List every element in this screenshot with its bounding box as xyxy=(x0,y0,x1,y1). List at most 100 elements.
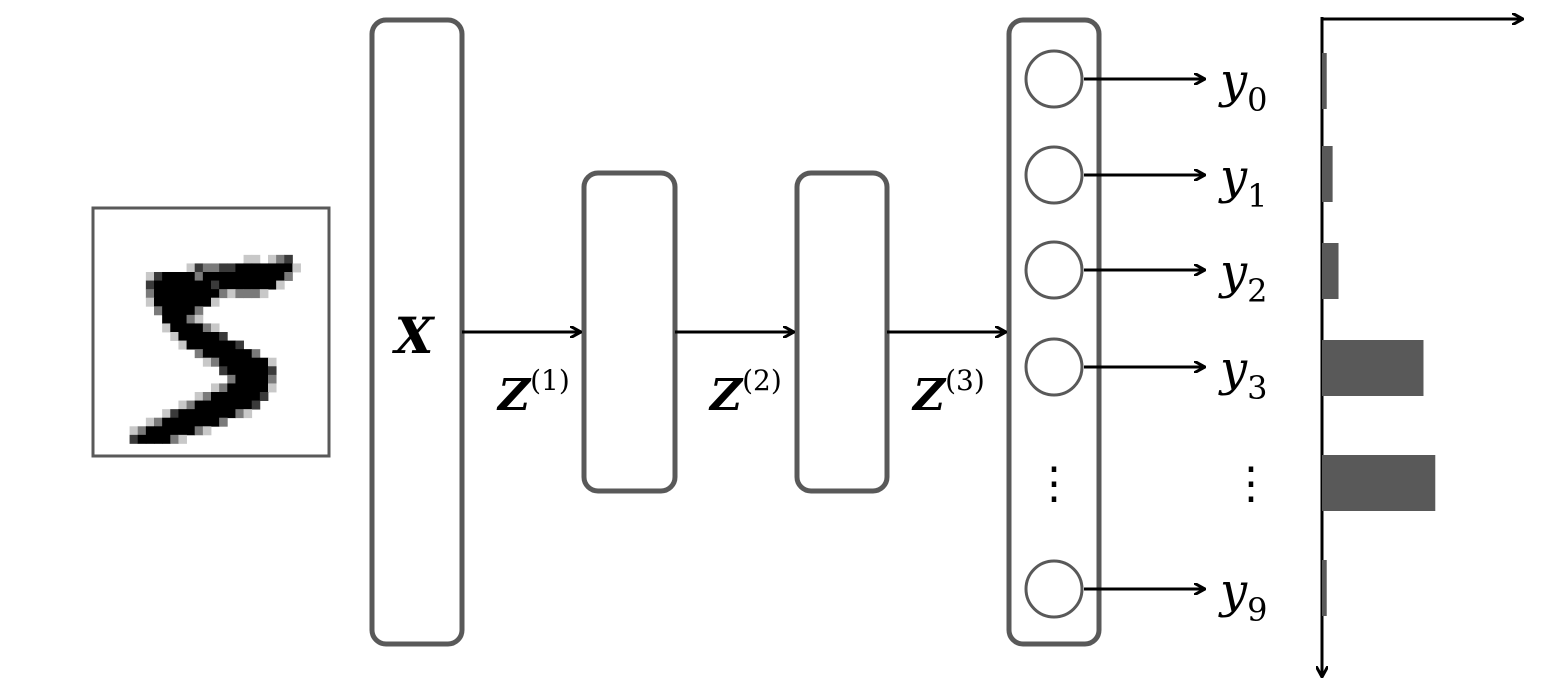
digit-pixel xyxy=(251,366,261,376)
digit-pixel xyxy=(276,254,285,264)
digit-pixel xyxy=(259,272,269,281)
digit-pixel xyxy=(251,383,261,393)
digit-pixel xyxy=(227,374,236,384)
digit-pixel xyxy=(154,426,163,436)
digit-pixel xyxy=(202,297,212,307)
digit-pixel xyxy=(243,357,253,367)
z1-label: Z(1) xyxy=(496,364,570,421)
digit-pixel xyxy=(219,357,228,367)
digit-pixel xyxy=(186,306,196,316)
digit-pixel-grid xyxy=(129,254,301,444)
probability-bar-ellipsis xyxy=(1322,455,1436,511)
digit-pixel xyxy=(268,357,277,367)
digit-pixel xyxy=(194,272,204,281)
digit-pixel xyxy=(178,272,187,281)
digit-pixel xyxy=(154,306,163,316)
digit-pixel xyxy=(202,332,212,341)
digit-pixel xyxy=(211,392,220,401)
digit-pixel xyxy=(194,314,204,324)
digit-pixel xyxy=(154,434,163,444)
digit-pixel xyxy=(235,409,244,419)
digit-pixel xyxy=(162,280,171,290)
digit-pixel xyxy=(194,349,204,359)
digit-pixel xyxy=(194,417,204,427)
digit-pixel xyxy=(251,374,261,384)
digit-pixel xyxy=(219,366,228,376)
digit-pixel xyxy=(170,272,179,281)
digit-pixel xyxy=(259,392,269,401)
digit-pixel xyxy=(243,409,253,419)
digit-pixel xyxy=(186,409,196,419)
digit-pixel xyxy=(211,409,220,419)
digit-pixel xyxy=(211,357,220,367)
digit-pixel xyxy=(170,289,179,299)
digit-pixel xyxy=(284,254,293,264)
digit-pixel xyxy=(211,332,220,341)
digit-pixel xyxy=(259,366,269,376)
digit-pixel xyxy=(219,349,228,359)
digit-pixel xyxy=(186,314,196,324)
probability-bars xyxy=(1322,53,1436,616)
digit-pixel xyxy=(211,400,220,410)
digit-pixel xyxy=(235,280,244,290)
output-label-2: y2 xyxy=(1218,244,1267,310)
digit-pixel xyxy=(211,289,220,299)
digit-pixel xyxy=(137,426,147,436)
digit-pixel xyxy=(154,297,163,307)
output-neuron-9 xyxy=(1024,559,1084,619)
digit-pixel xyxy=(129,434,139,444)
digit-pixel xyxy=(186,289,196,299)
digit-pixel xyxy=(202,349,212,359)
digit-pixel xyxy=(186,323,196,333)
digit-pixel xyxy=(178,280,187,290)
digit-pixel xyxy=(170,417,179,427)
digit-pixel xyxy=(178,314,187,324)
digit-pixel xyxy=(211,340,220,350)
digit-pixel xyxy=(243,272,253,281)
digit-pixel xyxy=(170,409,179,419)
digit-pixel xyxy=(251,272,261,281)
digit-pixel xyxy=(251,254,261,264)
digit-pixel xyxy=(276,263,285,273)
digit-pixel xyxy=(178,289,187,299)
digit-pixel xyxy=(202,409,212,419)
digit-pixel xyxy=(162,434,171,444)
digit-pixel xyxy=(259,374,269,384)
digit-pixel xyxy=(235,289,244,299)
digit-pixel xyxy=(251,289,261,299)
digit-pixel xyxy=(137,434,147,444)
digit-pixel xyxy=(227,366,236,376)
digit-pixel xyxy=(186,272,196,281)
digit-pixel xyxy=(162,426,171,436)
digit-pixel xyxy=(186,426,196,436)
digit-pixel xyxy=(194,289,204,299)
digit-pixel xyxy=(251,280,261,290)
digit-pixel xyxy=(292,263,301,273)
digit-pixel xyxy=(162,409,171,419)
digit-pixel xyxy=(202,392,212,401)
output-neuron-0 xyxy=(1024,49,1084,109)
probability-bar-9 xyxy=(1322,560,1327,616)
digit-pixel xyxy=(235,340,244,350)
digit-pixel xyxy=(170,306,179,316)
digit-pixel xyxy=(194,332,204,341)
digit-pixel xyxy=(154,272,163,281)
digit-pixel xyxy=(145,434,155,444)
digit-pixel xyxy=(227,263,236,273)
digit-pixel xyxy=(251,349,261,359)
digit-pixel xyxy=(227,280,236,290)
digit-pixel xyxy=(145,417,155,427)
digit-pixel xyxy=(251,263,261,273)
digit-pixel xyxy=(268,263,277,273)
digit-pixel xyxy=(243,263,253,273)
digit-pixel xyxy=(202,272,212,281)
digit-pixel xyxy=(219,332,228,341)
digit-pixel xyxy=(227,409,236,419)
digit-pixel xyxy=(178,297,187,307)
digit-pixel xyxy=(178,409,187,419)
neuron-ellipsis: ⋮ xyxy=(1032,458,1076,509)
digit-pixel xyxy=(243,254,253,264)
digit-pixel xyxy=(243,280,253,290)
digit-pixel xyxy=(178,340,187,350)
digit-pixel xyxy=(284,272,293,281)
